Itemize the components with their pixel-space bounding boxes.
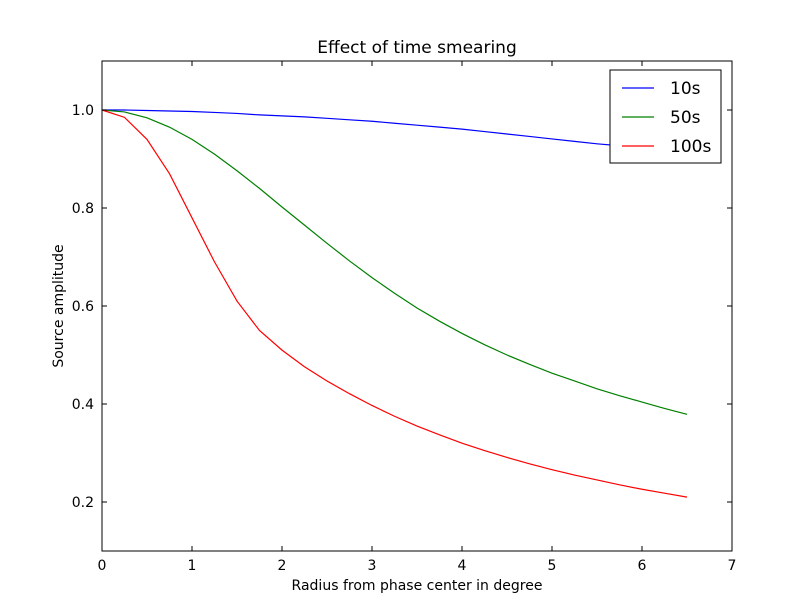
y-tick-label: 0.2	[72, 495, 94, 511]
series-line-10s	[102, 109, 688, 152]
series-lines	[101, 109, 688, 498]
x-tick-label: 5	[548, 558, 557, 574]
series-line-50s	[101, 109, 688, 415]
x-tick-label: 4	[458, 558, 467, 574]
y-tick-label: 1.0	[72, 103, 94, 119]
x-tick-label: 6	[638, 558, 647, 574]
legend: 10s 50s 100s	[609, 69, 722, 164]
x-tick-label: 7	[728, 558, 737, 574]
legend-label-100s: 100s	[670, 137, 711, 157]
x-tick-label: 3	[368, 558, 377, 574]
y-tick-label: 0.8	[72, 201, 94, 217]
y-tick-label: 0.6	[72, 299, 94, 315]
x-axis-label: Radius from phase center in degree	[292, 578, 543, 594]
x-tick-label: 1	[188, 558, 197, 574]
chart-title: Effect of time smearing	[317, 38, 517, 58]
y-tick-label: 0.4	[72, 397, 94, 413]
x-tick-label: 2	[278, 558, 287, 574]
axis-ticks: 0 1 2 3 4 5 6 7 0.2 0.4 0.6 0.8 1.0	[72, 61, 737, 574]
series-line-100s	[101, 109, 688, 498]
legend-label-10s: 10s	[670, 79, 701, 99]
x-tick-label: 0	[98, 558, 107, 574]
y-axis-label: Source amplitude	[51, 244, 67, 367]
legend-label-50s: 50s	[670, 108, 701, 128]
